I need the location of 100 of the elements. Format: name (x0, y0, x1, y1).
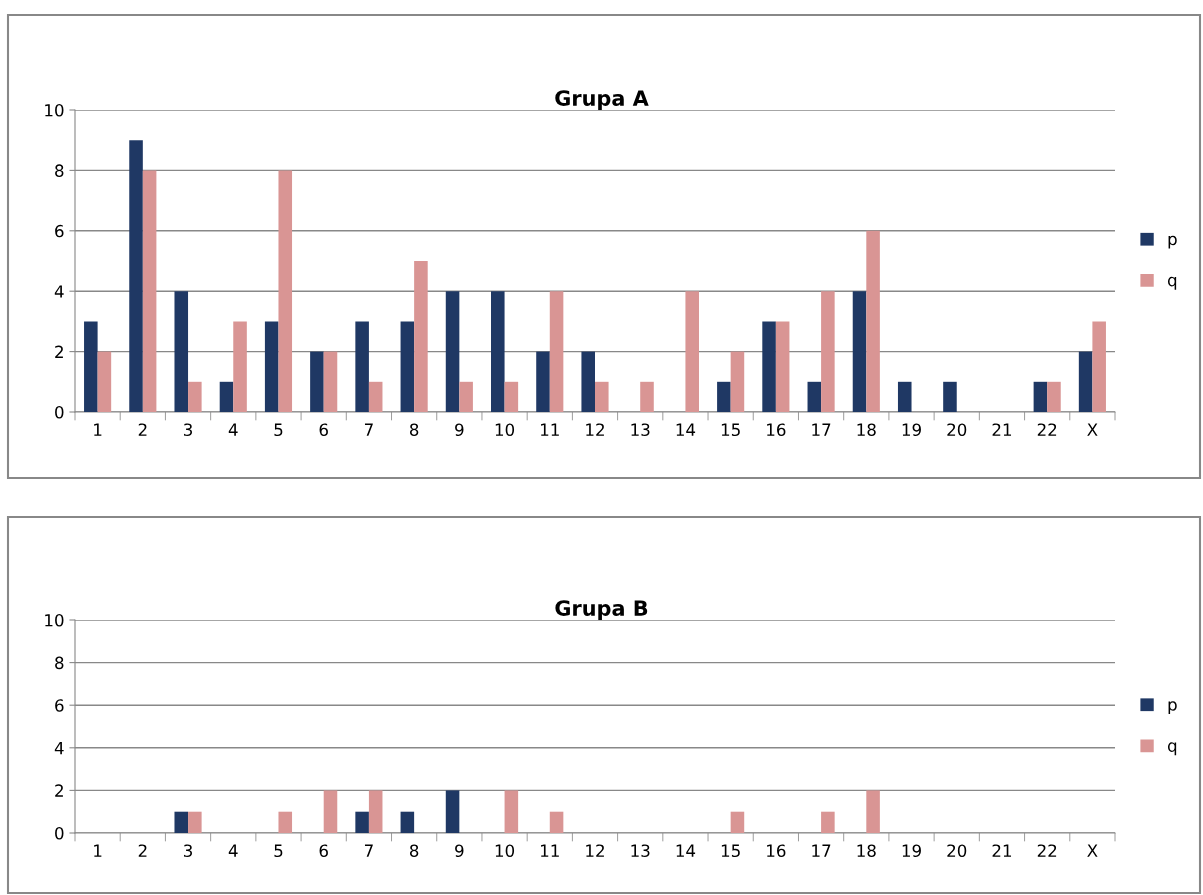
x-tick-label: 12 (586, 844, 604, 857)
bar (142, 170, 157, 412)
x-tick-label: 15 (721, 423, 740, 437)
bar (595, 381, 609, 412)
x-tick-label: 6 (319, 844, 328, 858)
y-tick-label: 4 (54, 741, 64, 755)
bar (1078, 351, 1093, 412)
bar (368, 381, 383, 412)
y-tick-label: 0 (55, 826, 64, 840)
x-tick-label: X (1087, 844, 1098, 857)
x-tick-label: 13 (631, 844, 650, 858)
x-tick-label: 12 (586, 423, 604, 436)
x-tick-label: 11 (541, 844, 559, 857)
bar (549, 291, 564, 412)
x-tick-label: 3 (184, 423, 193, 437)
x-tick-label: 5 (274, 844, 283, 858)
bar (84, 321, 98, 412)
bar (219, 381, 234, 412)
bar (278, 170, 293, 412)
x-tick-label: 19 (902, 423, 921, 437)
bar (400, 321, 415, 412)
bar (685, 291, 699, 412)
bar (897, 381, 912, 412)
y-tick-label: 8 (55, 164, 64, 177)
bar (640, 381, 654, 412)
x-tick-label: 20 (947, 423, 967, 437)
legend-label: p (1168, 235, 1177, 249)
bar (174, 291, 189, 412)
bar (1047, 381, 1061, 412)
bar (1033, 381, 1048, 412)
x-tick-label: 16 (767, 844, 786, 858)
bar (730, 351, 745, 412)
x-tick-label: 8 (409, 423, 419, 437)
bar (310, 351, 324, 412)
bar (775, 321, 790, 412)
x-tick-label: 18 (857, 423, 876, 437)
bar (581, 351, 595, 412)
x-tick-label: 7 (364, 423, 373, 436)
y-tick-label: 0 (55, 405, 64, 419)
y-tick-label: 10 (45, 103, 64, 117)
bar (445, 291, 460, 412)
x-tick-label: 9 (455, 423, 464, 437)
y-tick-label: 4 (54, 285, 64, 298)
y-tick-label: 8 (55, 656, 64, 670)
x-tick-label: 22 (1037, 844, 1057, 857)
bar (821, 291, 835, 412)
y-tick-label: 6 (55, 224, 64, 238)
x-tick-label: 22 (1037, 423, 1057, 436)
x-tick-label: 9 (455, 844, 464, 858)
x-tick-label: 4 (228, 844, 238, 857)
bar (233, 321, 247, 412)
chart-title: Grupa A (555, 90, 649, 110)
legend-label: q (1167, 742, 1177, 756)
x-tick-label: 17 (812, 423, 831, 436)
x-tick-label: 21 (992, 844, 1012, 857)
x-tick-label: 2 (138, 423, 147, 436)
bar (762, 321, 776, 412)
bar (355, 321, 369, 412)
x-tick-label: 7 (364, 844, 373, 857)
x-tick-label: 19 (902, 844, 921, 858)
x-tick-label: 3 (184, 844, 193, 858)
x-tick-label: 15 (721, 844, 740, 858)
x-tick-label: 14 (676, 423, 696, 436)
legend-label: p (1168, 701, 1177, 714)
x-tick-label: 2 (138, 844, 147, 857)
bar (807, 381, 822, 412)
bar (188, 381, 202, 412)
bar (129, 140, 143, 412)
x-tick-label: 5 (274, 423, 283, 437)
bar (717, 381, 731, 412)
legend-label: q (1167, 276, 1177, 290)
x-tick-label: 13 (631, 423, 650, 437)
y-tick-label: 10 (45, 613, 64, 627)
x-tick-label: 8 (409, 844, 419, 858)
bar (536, 351, 550, 412)
x-tick-label: X (1087, 423, 1098, 436)
bar (491, 291, 505, 412)
chart-title: Grupa B (555, 600, 648, 620)
bar (943, 381, 957, 412)
y-tick-label: 6 (55, 699, 64, 712)
bar (459, 381, 473, 412)
y-tick-label: 2 (55, 345, 63, 358)
x-tick-label: 21 (992, 423, 1012, 436)
x-tick-label: 17 (812, 844, 831, 857)
x-tick-label: 1 (94, 844, 102, 857)
bar (504, 381, 519, 412)
x-tick-label: 6 (319, 423, 328, 437)
y-tick-label: 2 (55, 784, 63, 797)
bar (1092, 321, 1106, 412)
x-tick-label: 20 (947, 844, 967, 858)
x-tick-label: 18 (857, 844, 876, 858)
bar (866, 230, 880, 412)
x-tick-label: 10 (495, 844, 515, 858)
bar (852, 291, 867, 412)
x-tick-label: 14 (676, 844, 696, 857)
x-tick-label: 16 (767, 423, 786, 437)
x-tick-label: 11 (541, 423, 559, 436)
bar (323, 351, 338, 412)
x-tick-label: 1 (94, 423, 102, 436)
bar (97, 351, 112, 412)
